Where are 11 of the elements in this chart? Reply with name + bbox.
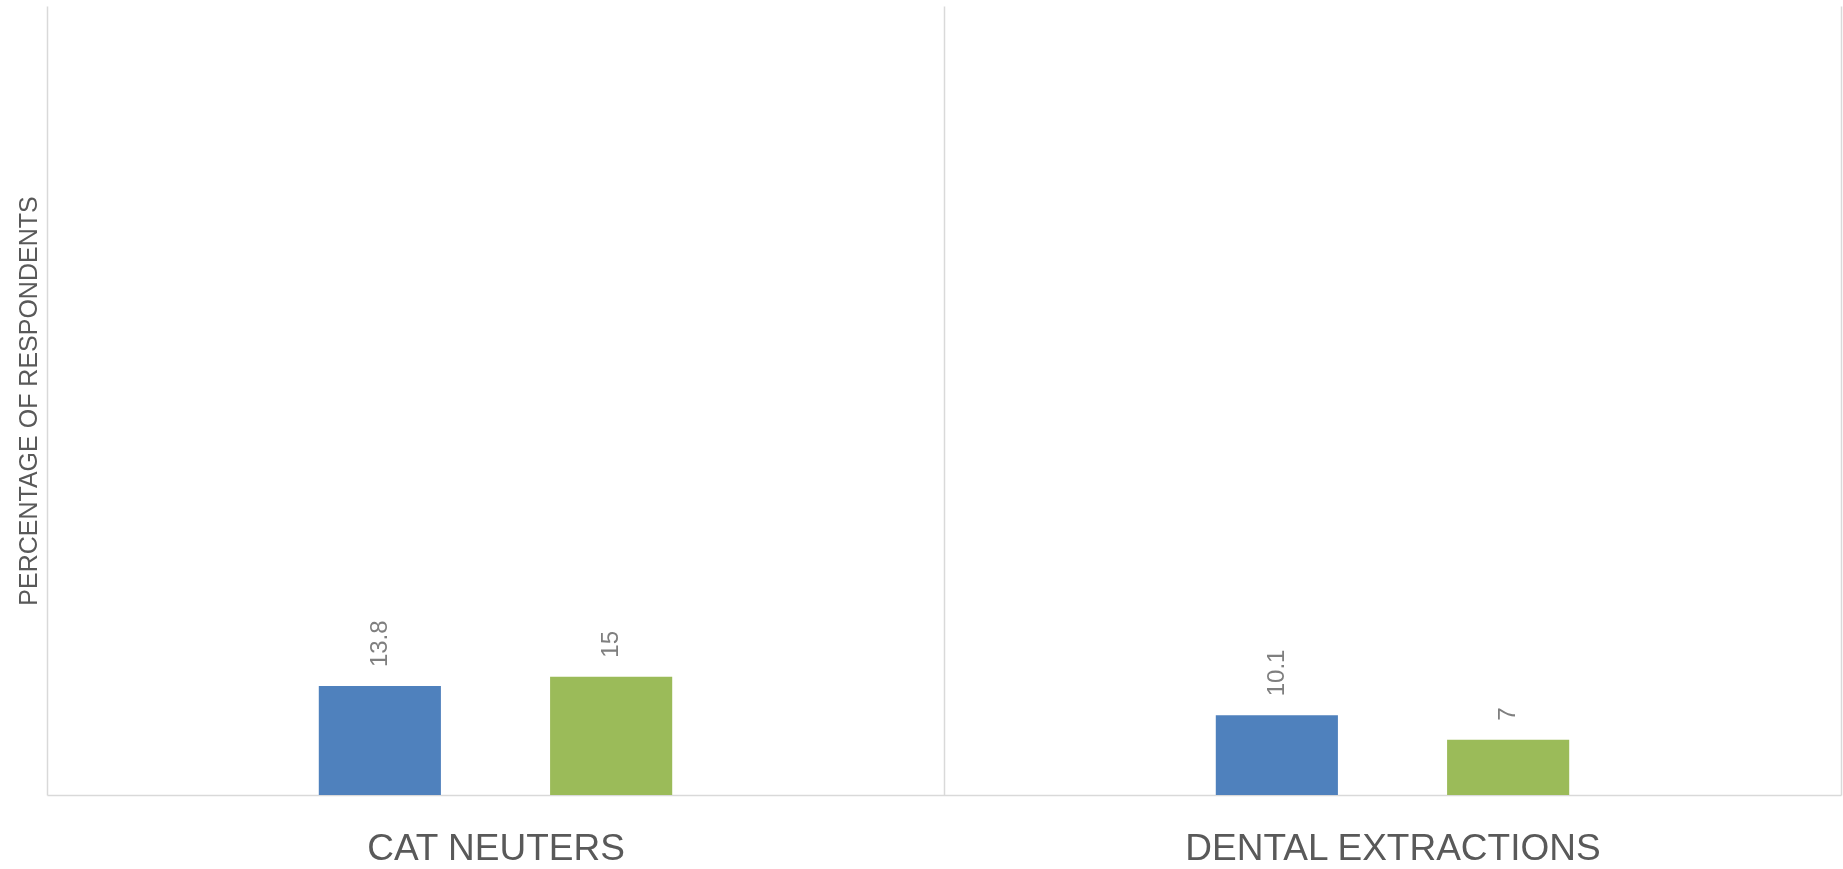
x-tick-label: CAT NEUTERS bbox=[367, 826, 625, 868]
bar bbox=[1447, 739, 1570, 795]
y-axis-title: PERCENTAGE OF RESPONDENTS bbox=[13, 196, 42, 606]
bar bbox=[318, 686, 441, 795]
data-label: 10.1 bbox=[1261, 649, 1289, 697]
bar bbox=[550, 676, 673, 795]
data-label: 15 bbox=[596, 630, 624, 658]
data-label: 13.8 bbox=[364, 620, 392, 668]
data-label: 7 bbox=[1493, 707, 1521, 721]
x-tick-label: DENTAL EXTRACTIONS bbox=[1185, 826, 1601, 868]
bar bbox=[1215, 715, 1338, 795]
